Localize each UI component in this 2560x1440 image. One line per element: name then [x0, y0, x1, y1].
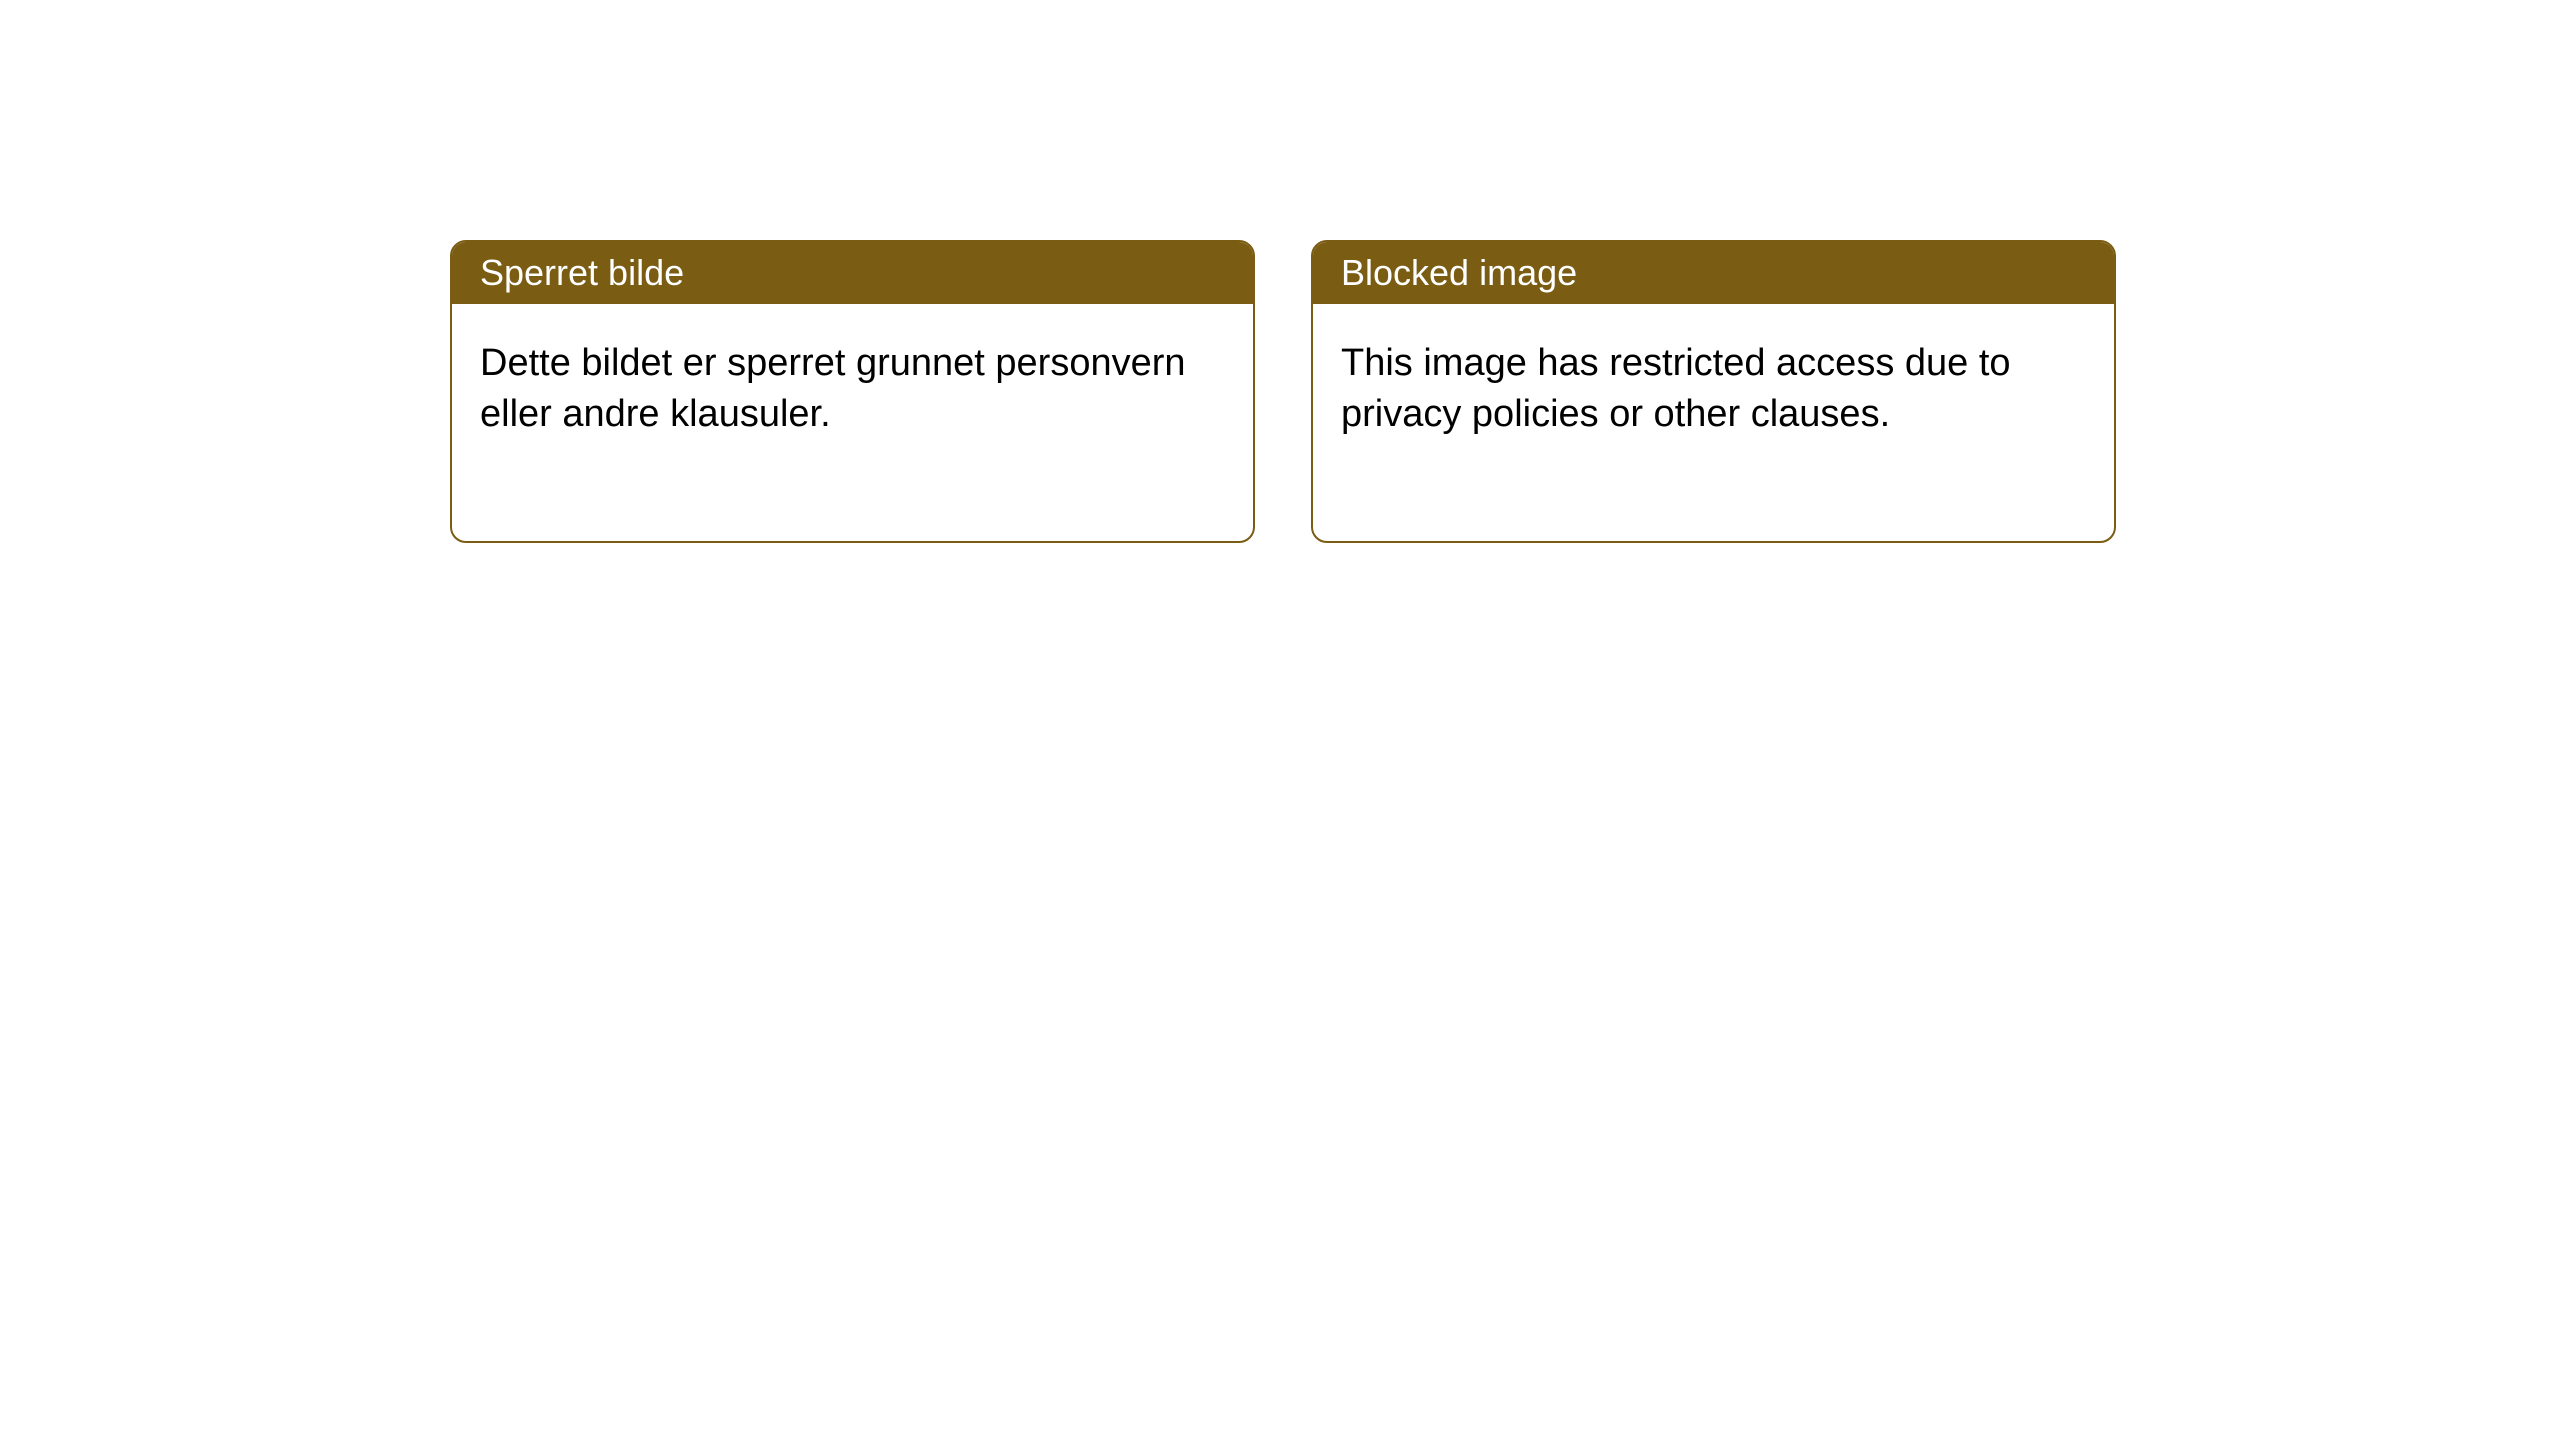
- notice-card-norwegian: Sperret bilde Dette bildet er sperret gr…: [450, 240, 1255, 543]
- card-title: Blocked image: [1313, 242, 2114, 304]
- notice-container: Sperret bilde Dette bildet er sperret gr…: [0, 0, 2560, 543]
- card-body: This image has restricted access due to …: [1313, 304, 2114, 541]
- card-title: Sperret bilde: [452, 242, 1253, 304]
- notice-card-english: Blocked image This image has restricted …: [1311, 240, 2116, 543]
- card-body: Dette bildet er sperret grunnet personve…: [452, 304, 1253, 541]
